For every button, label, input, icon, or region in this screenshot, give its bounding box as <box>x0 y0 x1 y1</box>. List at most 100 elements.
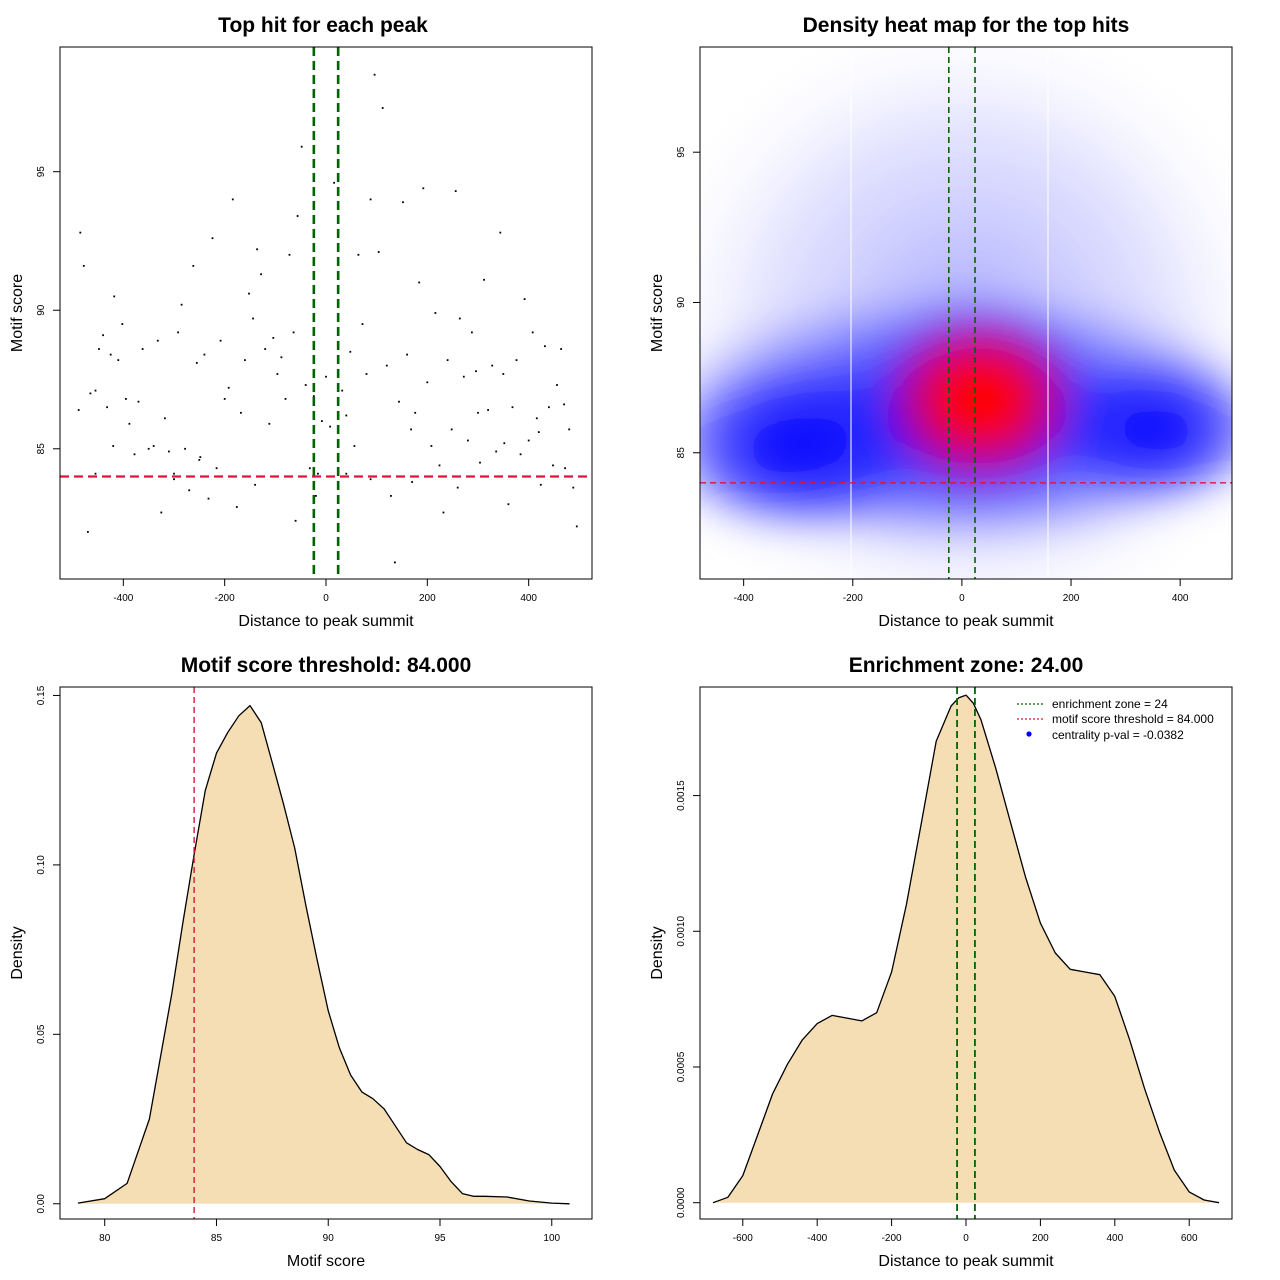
scatter-x-tick-label: -400 <box>113 593 133 604</box>
scatter-point <box>575 525 578 528</box>
scatter-point <box>128 422 131 425</box>
scatter-point <box>280 356 283 359</box>
scatter-point <box>244 359 246 361</box>
scatter-x-tick-label: 400 <box>520 593 537 604</box>
scatter-point <box>471 331 473 334</box>
scatter-point <box>173 478 175 481</box>
distance-density-title: Enrichment zone: 24.00 <box>849 654 1084 677</box>
scatter-point <box>77 409 80 411</box>
distance-density-x-tick-label: -400 <box>807 1233 827 1244</box>
scatter-point <box>475 370 477 373</box>
scatter-point <box>223 398 226 400</box>
scatter-point <box>133 453 136 456</box>
heatmap-x-tick-label: 0 <box>959 593 965 604</box>
scatter-point <box>173 472 175 475</box>
scatter-title: Top hit for each peak <box>218 14 428 37</box>
scatter-point <box>152 445 155 447</box>
scatter-point <box>499 231 502 234</box>
legend-threshold-label: motif score threshold = 84.000 <box>1052 712 1214 726</box>
scatter-point <box>102 334 104 337</box>
scatter-point <box>560 348 562 350</box>
scatter-point <box>345 472 348 475</box>
heatmap-y-tick-label: 85 <box>676 447 687 459</box>
scatter-point <box>300 145 303 148</box>
scatter-point <box>454 190 457 192</box>
scatter-point <box>535 417 538 420</box>
scatter-point <box>365 373 368 375</box>
distance-density-reference-lines <box>956 687 976 1219</box>
legend-pval-point <box>1026 731 1032 737</box>
score-density-title: Motif score threshold: 84.000 <box>181 654 472 677</box>
score-density-area <box>77 704 570 1205</box>
distance-density-curve <box>712 694 1220 1204</box>
scatter-point <box>156 339 159 342</box>
score-density-y-tick-label: 0.15 <box>36 685 47 705</box>
scatter-point <box>219 339 222 342</box>
scatter-x-tick-label: -200 <box>215 593 235 604</box>
scatter-point <box>458 317 461 320</box>
distance-density-x-tick-label: 600 <box>1181 1233 1198 1244</box>
distance-density-area <box>712 694 1220 1204</box>
distance-density-x-tick-label: 0 <box>963 1233 969 1244</box>
scatter-point <box>381 107 384 109</box>
scatter-point <box>235 506 238 508</box>
scatter-point <box>82 265 85 267</box>
scatter-point <box>422 187 425 190</box>
scatter-point <box>369 478 372 481</box>
scatter-point <box>215 467 218 470</box>
scatter-point <box>227 386 230 389</box>
scatter-point <box>199 456 202 458</box>
scatter-point <box>503 442 506 445</box>
scatter-point <box>264 348 267 350</box>
scatter-point <box>502 373 505 375</box>
scatter-point <box>321 420 323 422</box>
scatter-point <box>79 231 82 234</box>
scatter-point <box>456 486 459 489</box>
score-density-x-tick-label: 85 <box>211 1233 223 1244</box>
scatter-point <box>125 398 127 400</box>
scatter-point <box>268 422 271 425</box>
scatter-point <box>442 511 445 514</box>
scatter-point <box>195 362 198 364</box>
scatter-point <box>106 406 108 409</box>
scatter-point <box>479 461 481 464</box>
scatter-point <box>556 384 558 386</box>
scatter-point <box>276 373 279 375</box>
heatmap-axes: -400 -200 0 200 400 85 90 95 <box>676 146 1189 604</box>
scatter-point <box>477 411 479 414</box>
scatter-point <box>292 331 295 334</box>
scatter-point <box>390 495 392 497</box>
scatter-point <box>203 353 206 356</box>
scatter-point <box>511 406 514 409</box>
scatter-axes: -400 -200 0 200 400 85 90 95 <box>36 166 537 604</box>
scatter-point <box>109 353 112 356</box>
scatter-point <box>121 323 124 325</box>
scatter-y-tick-label: 95 <box>36 166 47 178</box>
scatter-point <box>467 439 469 442</box>
panel-score-density: Motif score threshold: 84.000 80 85 90 95 10… <box>9 654 593 1270</box>
scatter-point <box>564 467 566 470</box>
scatter-point <box>398 400 400 403</box>
scatter-point <box>353 445 356 447</box>
distance-density-y-tick-label: 0.0000 <box>676 1187 687 1218</box>
scatter-point <box>117 359 120 361</box>
scatter-point <box>572 486 575 489</box>
score-density-y-tick-label: 0.05 <box>36 1024 47 1044</box>
heatmap-density <box>700 47 1232 579</box>
distance-density-x-tick-label: -600 <box>733 1233 753 1244</box>
scatter-point <box>507 503 510 506</box>
scatter-xlabel: Distance to peak summit <box>238 613 414 630</box>
scatter-point <box>98 348 100 350</box>
scatter-point <box>487 409 489 411</box>
score-density-axes: 80 85 90 95 100 0.00 0.05 0.10 0.15 <box>36 685 561 1244</box>
score-density-y-tick-label: 0.10 <box>36 855 47 875</box>
scatter-point <box>168 450 170 453</box>
scatter-point <box>531 331 534 334</box>
distance-density-axes: -600 -400 -200 0 200 400 600 0.0000 0.0005 0.0010… <box>676 780 1198 1244</box>
scatter-point <box>231 198 234 201</box>
scatter-point <box>254 483 256 486</box>
distance-density-xlabel: Distance to peak summit <box>878 1253 1054 1270</box>
scatter-point <box>345 414 348 417</box>
scatter-point <box>515 359 518 361</box>
